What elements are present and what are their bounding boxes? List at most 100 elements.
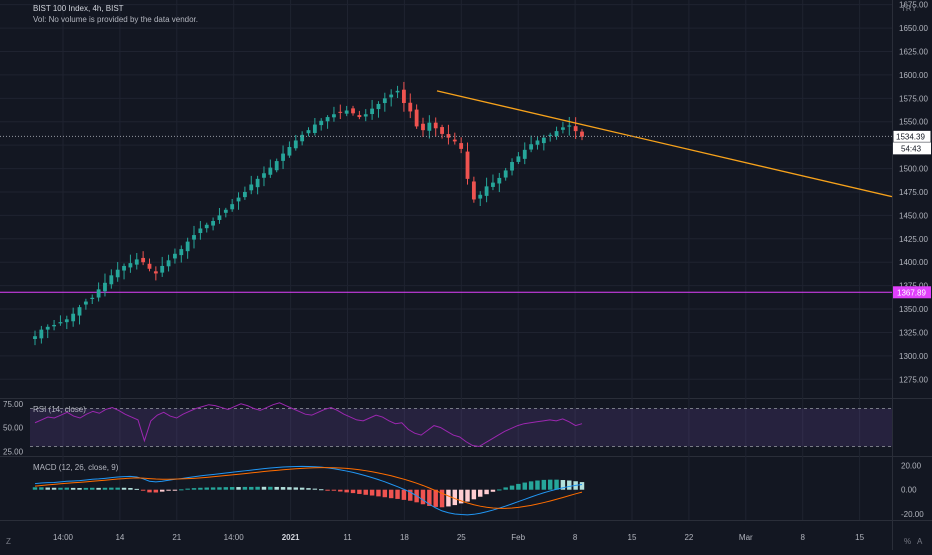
macd-histogram-bar xyxy=(382,489,388,498)
symbol-title: BIST 100 Index, 4h, BIST xyxy=(33,4,124,13)
rsi-label[interactable]: RSI (14, close) xyxy=(33,405,86,414)
x-tick-label: 15 xyxy=(628,533,637,542)
candle xyxy=(236,197,241,202)
macd-histogram-bar xyxy=(159,489,165,492)
candle xyxy=(185,241,190,252)
macd-histogram-bar xyxy=(350,489,356,494)
candle xyxy=(64,319,69,323)
macd-histogram-bar xyxy=(439,489,445,508)
y-tick-label: 1400.00 xyxy=(899,258,928,267)
macd-histogram-bar xyxy=(121,487,127,490)
macd-histogram-bar xyxy=(191,488,197,490)
candle xyxy=(217,215,222,220)
candle xyxy=(39,329,44,339)
macd-histogram-bar xyxy=(45,487,50,490)
candle xyxy=(389,94,394,98)
macd-histogram-bar xyxy=(242,486,248,490)
x-tick-label: Feb xyxy=(511,533,525,542)
candle xyxy=(242,191,247,198)
macd-histogram-bar xyxy=(331,489,337,491)
candle xyxy=(300,134,305,142)
macd-histogram-bar xyxy=(522,482,527,490)
macd-histogram-bar xyxy=(427,489,432,506)
candle xyxy=(58,322,63,324)
y-tick-label: 1500.00 xyxy=(899,165,928,174)
candle xyxy=(516,156,521,162)
candle xyxy=(554,131,559,137)
trendline xyxy=(436,90,893,198)
x-tick-label: 8 xyxy=(573,533,578,542)
macd-histogram-bar xyxy=(77,488,82,490)
y-tick-label: 1575.00 xyxy=(899,94,928,103)
y-tick-label: 1350.00 xyxy=(899,305,928,314)
macd-histogram-bar xyxy=(369,489,375,496)
macd-histogram-bar xyxy=(179,489,184,491)
scale-percent-button[interactable]: % xyxy=(904,537,912,546)
candle xyxy=(287,147,292,156)
candle xyxy=(580,131,584,137)
currency-label: TRY xyxy=(901,4,917,13)
macd-histogram-bar xyxy=(217,487,222,490)
candle xyxy=(71,313,76,322)
x-tick-label: 14:00 xyxy=(224,533,245,542)
candle xyxy=(401,89,406,104)
macd-histogram-bar xyxy=(401,489,407,500)
x-tick-label: 8 xyxy=(800,533,805,542)
macd-histogram-bar xyxy=(70,487,76,490)
macd-histogram-bar xyxy=(567,480,572,490)
candle xyxy=(459,143,464,149)
macd-histogram-bar xyxy=(32,487,38,490)
candle xyxy=(471,181,476,200)
x-tick-label: Mar xyxy=(739,533,753,542)
macd-histogram-bar xyxy=(458,489,464,504)
macd-histogram-bar xyxy=(420,489,426,505)
candle xyxy=(198,228,203,234)
y-tick-label: 1600.00 xyxy=(899,71,928,80)
macd-histogram-bar xyxy=(395,489,400,499)
support-price-tag xyxy=(893,286,931,299)
macd-histogram-bar xyxy=(172,489,178,491)
macd-histogram-bar xyxy=(484,489,489,495)
y-tick-label: 1550.00 xyxy=(899,118,928,127)
candle xyxy=(478,194,483,199)
macd-histogram-bar xyxy=(338,489,343,492)
candle xyxy=(128,263,133,268)
candle xyxy=(262,173,266,178)
candle xyxy=(45,326,50,330)
macd-histogram-bar xyxy=(115,487,120,490)
x-tick-label: 2021 xyxy=(282,533,300,542)
candle xyxy=(293,140,298,149)
macd-label[interactable]: MACD (12, 26, close, 9) xyxy=(33,463,119,472)
y-tick-label: 1325.00 xyxy=(899,328,928,337)
macd-histogram-bar xyxy=(528,481,534,490)
candle xyxy=(173,253,177,259)
macd-histogram-bar xyxy=(274,486,279,490)
auto-scale-button[interactable]: A xyxy=(917,537,923,546)
candle xyxy=(344,110,349,114)
macd-histogram-bar xyxy=(516,483,521,490)
candle xyxy=(103,282,107,292)
macd-histogram-bar xyxy=(344,489,349,493)
candle xyxy=(395,90,400,93)
candle xyxy=(541,137,546,144)
y-tick-label: 1450.00 xyxy=(899,211,928,220)
candle xyxy=(204,224,209,229)
candle xyxy=(421,123,425,131)
macd-histogram-bar xyxy=(58,487,63,490)
y-tick-label: 1275.00 xyxy=(899,375,928,384)
rsi-band xyxy=(30,408,892,447)
timezone-z-button[interactable]: Z xyxy=(6,537,11,546)
candle xyxy=(96,289,101,298)
macd-histogram-bar xyxy=(280,487,286,490)
macd-histogram-bar xyxy=(433,489,438,507)
candle xyxy=(414,109,419,127)
macd-histogram-bar xyxy=(198,487,203,490)
macd-histogram-bar xyxy=(204,487,209,490)
volume-note: Vol: No volume is provided by the data v… xyxy=(33,15,198,24)
macd-histogram-bar xyxy=(90,487,95,490)
countdown-tag xyxy=(893,142,931,155)
macd-histogram-bar xyxy=(261,486,267,490)
candle xyxy=(382,98,387,104)
